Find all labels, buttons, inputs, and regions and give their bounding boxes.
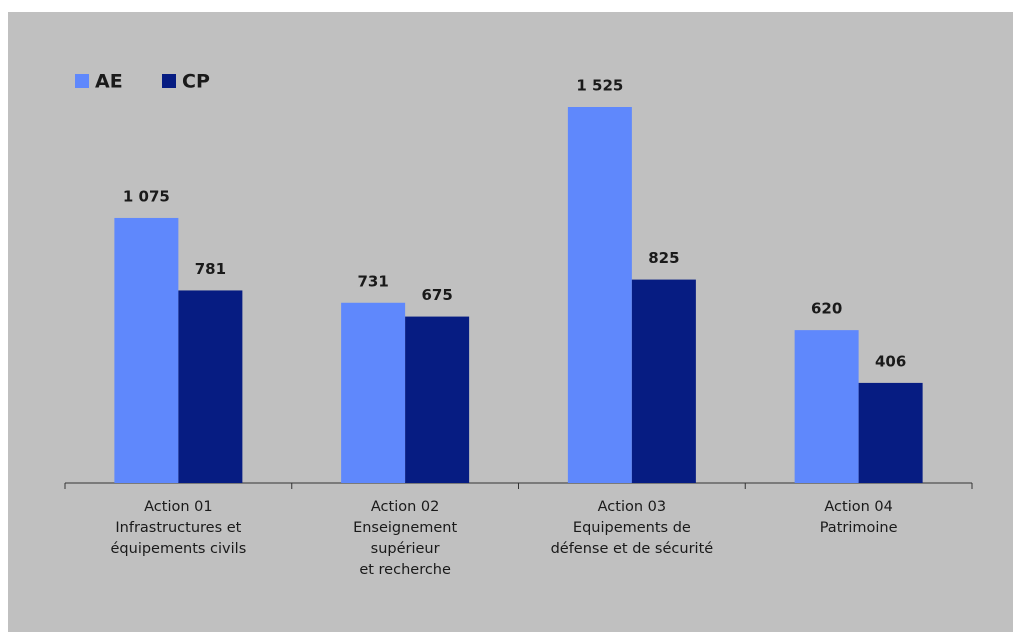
x-tick-label: Enseignement xyxy=(353,520,457,536)
bar xyxy=(405,316,470,483)
bar xyxy=(794,330,859,483)
bar xyxy=(631,279,696,483)
legend-label: CP xyxy=(182,71,210,93)
x-tick-label: Action 03 xyxy=(598,499,666,515)
data-label: 1 525 xyxy=(576,77,623,95)
bar xyxy=(178,290,243,483)
x-tick-label: Action 04 xyxy=(824,499,892,515)
data-label: 675 xyxy=(421,286,452,304)
bar xyxy=(341,302,406,483)
x-tick-label: supérieur xyxy=(371,541,440,557)
x-tick-label: équipements civils xyxy=(111,541,247,557)
x-tick-label: Infrastructures et xyxy=(115,520,241,536)
legend-label: AE xyxy=(95,71,123,93)
data-label: 731 xyxy=(357,272,388,290)
bar xyxy=(858,382,923,483)
x-tick-label: Action 02 xyxy=(371,499,439,515)
legend-swatch xyxy=(75,74,89,88)
x-tick-label: Patrimoine xyxy=(820,520,898,536)
bar xyxy=(567,107,632,483)
x-tick-label: Equipements de xyxy=(573,520,691,536)
data-label: 1 075 xyxy=(123,187,170,205)
data-label: 620 xyxy=(811,300,842,318)
legend-swatch xyxy=(162,74,176,88)
x-tick-label: Action 01 xyxy=(144,499,212,515)
x-tick-label: et recherche xyxy=(359,562,451,578)
data-label: 825 xyxy=(648,249,679,267)
data-label: 406 xyxy=(875,352,906,370)
data-label: 781 xyxy=(195,260,226,278)
x-tick-label: défense et de sécurité xyxy=(551,541,714,557)
bar xyxy=(114,217,179,484)
